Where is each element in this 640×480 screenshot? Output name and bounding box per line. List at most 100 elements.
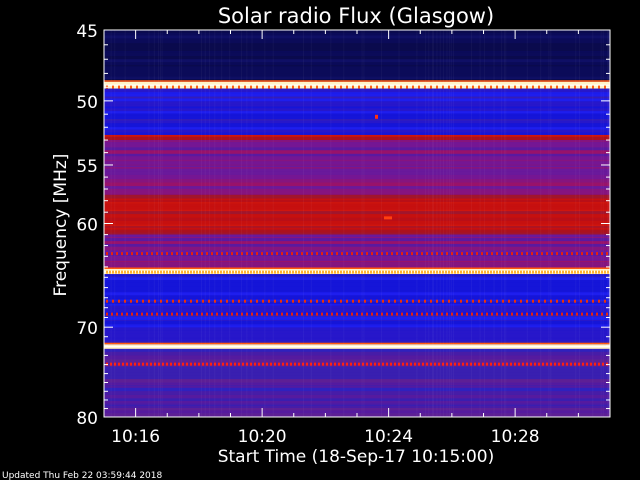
heatmap-speck xyxy=(292,299,294,303)
heatmap-speck xyxy=(211,270,213,274)
heatmap-speck xyxy=(596,252,598,256)
heatmap-speck xyxy=(220,270,222,274)
heatmap-speck xyxy=(441,252,443,256)
heatmap-row xyxy=(104,267,610,270)
heatmap-row xyxy=(104,217,610,221)
heatmap-row xyxy=(104,211,610,215)
heatmap-speck xyxy=(268,299,270,303)
heatmap-speck xyxy=(481,270,483,274)
heatmap-speck xyxy=(466,299,468,303)
heatmap-row xyxy=(104,62,610,64)
heatmap-speck xyxy=(169,270,171,274)
heatmap-speck xyxy=(546,362,548,366)
heatmap-speck xyxy=(472,299,474,303)
heatmap-speck xyxy=(534,362,536,366)
heatmap-speck xyxy=(550,270,552,274)
heatmap-speck xyxy=(394,362,396,366)
heatmap-row xyxy=(104,280,610,283)
heatmap-speck xyxy=(486,252,488,256)
heatmap-speck xyxy=(218,362,220,366)
heatmap-speck xyxy=(136,312,138,316)
heatmap-streak xyxy=(148,30,150,417)
heatmap-row xyxy=(104,275,610,278)
heatmap-speck xyxy=(322,270,324,274)
heatmap-row xyxy=(104,327,610,331)
heatmap-speck xyxy=(171,252,173,256)
heatmap-speck xyxy=(214,270,216,274)
heatmap-speck xyxy=(241,312,243,316)
heatmap-speck xyxy=(445,270,447,274)
heatmap-speck xyxy=(366,312,368,316)
heatmap-speck xyxy=(311,312,313,316)
heatmap-speck xyxy=(394,85,396,89)
heatmap-speck xyxy=(421,312,423,316)
heatmap-speck xyxy=(570,362,572,366)
heatmap-speck xyxy=(261,252,263,256)
heatmap-speck xyxy=(262,362,264,366)
heatmap-speck xyxy=(409,270,411,274)
heatmap-speck xyxy=(208,270,210,274)
heatmap-speck xyxy=(391,312,393,316)
heatmap-speck xyxy=(232,85,234,89)
heatmap-speck xyxy=(385,270,387,274)
heatmap-speck xyxy=(250,362,252,366)
heatmap-speck xyxy=(551,312,553,316)
heatmap-speck xyxy=(247,270,249,274)
heatmap-speck xyxy=(531,252,533,256)
heatmap-speck xyxy=(490,299,492,303)
heatmap-row xyxy=(104,44,610,49)
heatmap-speck xyxy=(142,270,144,274)
heatmap-row xyxy=(104,156,610,160)
heatmap-speck xyxy=(115,270,117,274)
heatmap-speck xyxy=(478,270,480,274)
heatmap-speck xyxy=(532,299,534,303)
heatmap-row xyxy=(104,93,610,97)
heatmap-speck xyxy=(406,270,408,274)
heatmap-row xyxy=(104,179,610,183)
heatmap-speck xyxy=(154,270,156,274)
heatmap-speck xyxy=(562,362,564,366)
heatmap-speck xyxy=(536,252,538,256)
heatmap-row xyxy=(104,324,610,326)
heatmap-speck xyxy=(484,270,486,274)
heatmap-row xyxy=(104,164,610,166)
heatmap-speck xyxy=(232,270,234,274)
heatmap-speck xyxy=(442,299,444,303)
heatmap-speck xyxy=(574,362,576,366)
heatmap-speck xyxy=(523,270,525,274)
heatmap-speck xyxy=(418,362,420,366)
heatmap-row xyxy=(104,123,610,128)
heatmap-speck xyxy=(160,85,162,89)
x-tick-label: 10:28 xyxy=(491,427,540,447)
heatmap-streak xyxy=(526,30,528,417)
heatmap-speck xyxy=(328,270,330,274)
heatmap-row xyxy=(104,113,610,116)
heatmap-streak xyxy=(504,30,506,417)
heatmap-speck xyxy=(232,299,234,303)
heatmap-row xyxy=(104,308,610,313)
heatmap-speck xyxy=(343,270,345,274)
heatmap-row xyxy=(104,226,610,228)
y-tick-label: 80 xyxy=(76,409,98,429)
heatmap-row xyxy=(104,84,610,86)
heatmap-speck xyxy=(508,85,510,89)
heatmap-row xyxy=(104,214,610,218)
heatmap-row xyxy=(104,262,610,266)
spectrogram-heatmap xyxy=(104,30,610,417)
heatmap-row xyxy=(104,165,610,168)
heatmap-speck xyxy=(598,270,600,274)
heatmap-speck xyxy=(598,299,600,303)
heatmap-speck xyxy=(604,85,606,89)
heatmap-row xyxy=(104,345,610,348)
heatmap-speck xyxy=(170,362,172,366)
heatmap-speck xyxy=(451,252,453,256)
heatmap-speck xyxy=(148,85,150,89)
heatmap-speck xyxy=(126,312,128,316)
heatmap-speck xyxy=(231,252,233,256)
heatmap-speck xyxy=(566,362,568,366)
heatmap-speck xyxy=(340,85,342,89)
heatmap-speck xyxy=(396,252,398,256)
heatmap-streak xyxy=(439,30,441,417)
heatmap-speck xyxy=(586,252,588,256)
heatmap-speck xyxy=(266,362,268,366)
